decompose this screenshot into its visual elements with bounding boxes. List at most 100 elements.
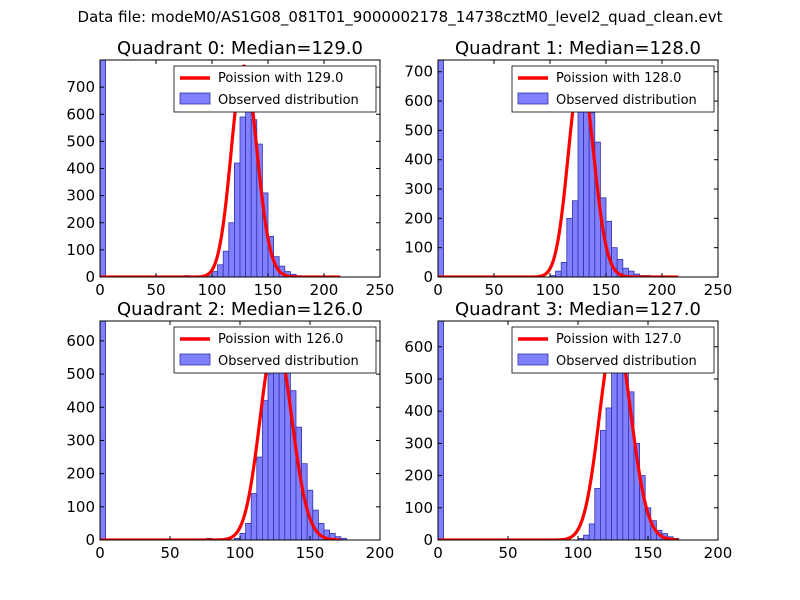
y-tick-label: 400 — [404, 151, 433, 169]
y-tick-label: 300 — [404, 434, 433, 452]
histogram-bar — [256, 456, 263, 540]
panel-title: Quadrant 2: Median=126.0 — [117, 299, 363, 320]
panel-title: Quadrant 3: Median=127.0 — [455, 299, 701, 320]
y-tick-label: 600 — [66, 332, 95, 350]
y-tick-label: 600 — [404, 92, 433, 110]
x-tick-label: 50 — [146, 281, 165, 299]
legend-curve-label: Poission with 129.0 — [218, 71, 343, 86]
x-tick-label: 250 — [366, 281, 395, 299]
y-tick-label: 600 — [66, 105, 95, 123]
x-tick-label: 100 — [226, 544, 255, 562]
x-tick-label: 200 — [704, 544, 733, 562]
histogram-bar — [438, 60, 444, 277]
y-tick-label: 500 — [404, 370, 433, 388]
histogram-bar — [211, 271, 218, 277]
histogram-bar — [217, 264, 224, 277]
histogram-bar — [555, 270, 562, 277]
x-tick-label: 150 — [592, 281, 621, 299]
histogram-bar — [245, 523, 252, 540]
legend-bars-swatch — [179, 353, 211, 366]
x-tick-label: 150 — [296, 544, 325, 562]
histogram-bar — [228, 222, 235, 277]
y-tick-label: 200 — [66, 465, 95, 483]
y-tick-label: 400 — [66, 160, 95, 178]
y-tick-label: 300 — [404, 180, 433, 198]
quadrant-panel-1: 0 50 100 150 200 250 0 100 200 300 400 500 600 700 Qua… — [404, 38, 732, 299]
axes-frame — [437, 59, 719, 278]
legend-curve-label: Poission with 126.0 — [218, 332, 343, 347]
y-tick-label: 300 — [66, 431, 95, 449]
figure-title: Data file: modeM0/AS1G08_081T01_90000021… — [77, 8, 723, 26]
quadrant-panel-2: 0 50 100 150 200 0 100 200 300 400 500 600 Quadrant … — [66, 299, 394, 562]
histogram-bar — [233, 162, 241, 277]
histogram-bar — [100, 321, 106, 540]
quadrant-panel-3: 0 50 100 150 200 0 100 200 300 400 500 600 Quadrant … — [404, 299, 732, 562]
histogram-bar — [611, 356, 618, 540]
y-tick-label: 0 — [85, 268, 95, 286]
panel-title: Quadrant 1: Median=128.0 — [455, 38, 701, 59]
y-tick-label: 100 — [404, 499, 433, 517]
y-tick-label: 400 — [66, 398, 95, 416]
x-tick-label: 0 — [95, 281, 105, 299]
x-tick-label: 250 — [704, 281, 733, 299]
histogram-bar — [588, 523, 596, 540]
histogram-bar — [560, 261, 568, 277]
legend-bars-label: Observed distribution — [556, 93, 697, 108]
histogram-bar — [566, 217, 573, 277]
legend: Poission with 126.0 Observed distribution — [173, 326, 377, 374]
quadrant-panel-0: 0 50 100 150 200 250 0 100 200 300 400 500 600 700 Qua… — [66, 38, 394, 299]
y-tick-label: 600 — [404, 338, 433, 356]
histogram-bar — [273, 360, 280, 540]
histogram-bar — [600, 430, 607, 540]
legend-curve-label: Poission with 128.0 — [556, 71, 681, 86]
histogram-bar — [250, 493, 258, 540]
x-tick-label: 100 — [564, 544, 593, 562]
x-tick-label: 200 — [366, 544, 395, 562]
legend-bars-label: Observed distribution — [218, 93, 359, 108]
legend-curve-label: Poission with 127.0 — [556, 332, 681, 347]
y-tick-label: 500 — [66, 365, 95, 383]
histogram-bar — [261, 400, 269, 540]
x-tick-label: 50 — [498, 544, 517, 562]
y-tick-label: 200 — [404, 467, 433, 485]
legend: Poission with 129.0 Observed distribution — [173, 65, 377, 113]
histogram-bar — [239, 116, 246, 277]
y-tick-label: 100 — [66, 498, 95, 516]
histogram-bar — [572, 200, 579, 277]
x-tick-label: 50 — [160, 544, 179, 562]
y-tick-label: 100 — [66, 241, 95, 259]
y-tick-label: 200 — [404, 209, 433, 227]
histogram-bar — [583, 534, 590, 540]
x-tick-label: 0 — [433, 281, 443, 299]
x-tick-label: 100 — [198, 281, 227, 299]
y-tick-label: 700 — [404, 63, 433, 81]
histogram-bar — [239, 532, 246, 540]
y-tick-label: 500 — [404, 121, 433, 139]
legend-bars-label: Observed distribution — [218, 354, 359, 369]
histogram-bar — [438, 321, 444, 540]
y-tick-label: 500 — [66, 132, 95, 150]
histogram-bar — [605, 407, 612, 540]
legend-bars-swatch — [179, 92, 211, 105]
legend-bars-swatch — [517, 92, 549, 105]
y-tick-label: 0 — [423, 268, 433, 286]
y-tick-label: 0 — [423, 531, 433, 549]
x-tick-label: 50 — [484, 281, 503, 299]
panel-title: Quadrant 0: Median=129.0 — [117, 38, 363, 59]
y-tick-label: 400 — [404, 402, 433, 420]
histogram-bar — [267, 373, 274, 540]
legend: Poission with 127.0 Observed distribution — [511, 326, 715, 374]
y-tick-label: 200 — [66, 214, 95, 232]
x-tick-label: 200 — [310, 281, 339, 299]
histogram-bar — [577, 109, 584, 277]
legend: Poission with 128.0 Observed distribution — [511, 65, 715, 113]
y-tick-label: 0 — [85, 531, 95, 549]
x-tick-label: 200 — [648, 281, 677, 299]
histogram-bar — [278, 347, 286, 540]
x-tick-label: 0 — [433, 544, 443, 562]
y-tick-label: 300 — [66, 187, 95, 205]
y-tick-label: 100 — [404, 239, 433, 257]
x-tick-label: 150 — [634, 544, 663, 562]
x-tick-label: 150 — [254, 281, 283, 299]
